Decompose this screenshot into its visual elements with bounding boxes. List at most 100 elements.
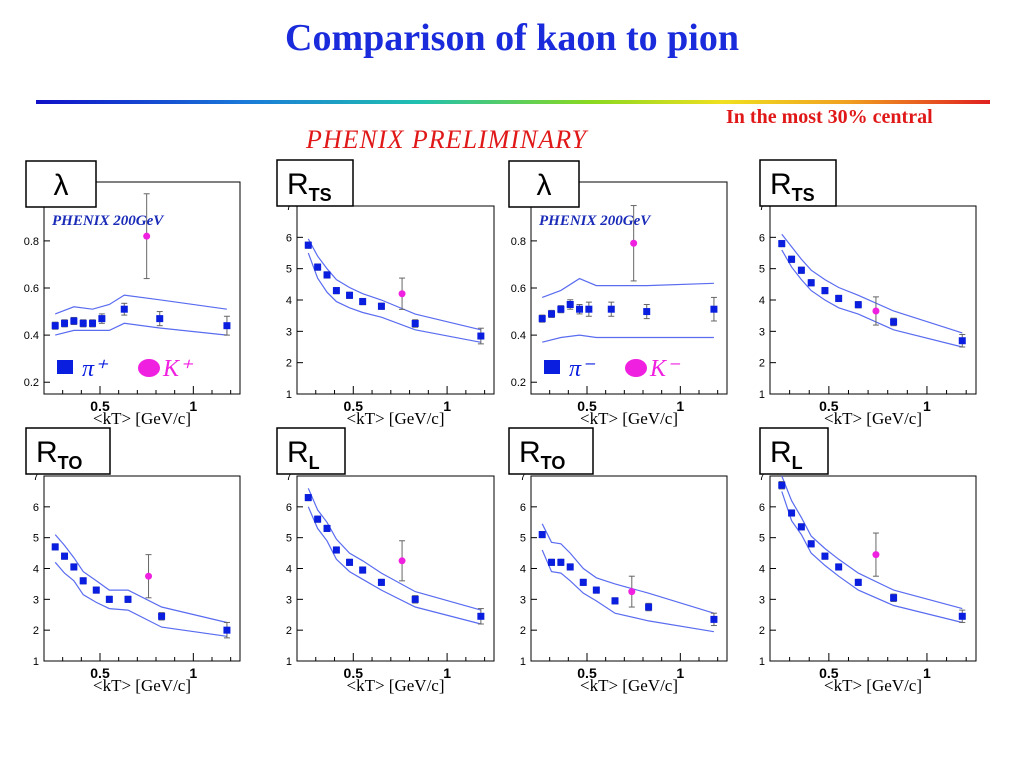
y-tick-label: 0.2 (511, 377, 526, 389)
x-axis-label: <kT> [GeV/c] (580, 409, 678, 428)
y-tick-label: 1 (33, 656, 39, 668)
x-tick-label: 1 (189, 665, 197, 681)
plot-frame (530, 475, 728, 662)
y-tick-label: 2 (520, 625, 526, 637)
pion-point (61, 552, 69, 560)
pion-point (477, 612, 485, 620)
y-tick-label: 1 (759, 656, 765, 668)
x-tick-label: 1 (676, 398, 684, 414)
band-lower-line (541, 549, 714, 633)
x-tick-label: 1 (923, 398, 931, 414)
y-tick-label: 0.2 (24, 377, 39, 389)
plot-frame (296, 205, 495, 395)
y-tick-label: 7 (33, 471, 39, 483)
y-tick-label: 2 (33, 625, 39, 637)
band-upper-line (541, 277, 714, 298)
panel-badge (25, 427, 111, 475)
y-tick-label: 3 (33, 594, 39, 606)
pion-point (477, 332, 485, 340)
band-upper-line (307, 488, 482, 611)
pion-point (70, 563, 78, 571)
x-tick-label: 0.5 (577, 665, 597, 681)
x-axis-label: <kT> [GeV/c] (93, 409, 191, 428)
pion-point (98, 315, 106, 323)
pion-point (566, 300, 574, 308)
pion-point (304, 241, 312, 249)
pion-point (223, 322, 231, 330)
pion-point (92, 586, 100, 594)
y-tick-label: 0.4 (24, 330, 39, 342)
legend-pion-label: π⁻ (569, 356, 596, 382)
y-tick-label: 3 (759, 326, 765, 338)
band-lower-line (781, 249, 963, 348)
band-lower-line (781, 491, 963, 624)
pion-point (223, 626, 231, 634)
pion-point (359, 566, 367, 574)
panel-badge-subscript: L (309, 453, 320, 473)
panel-badge-label: λ (54, 169, 69, 202)
pion-point (854, 578, 862, 586)
x-tick-label: 1 (923, 665, 931, 681)
pion-point (645, 603, 653, 611)
pion-point (835, 294, 843, 302)
pion-point (51, 322, 59, 330)
y-tick-label: 0.8 (511, 236, 526, 248)
y-tick-label: 0.8 (24, 236, 39, 248)
y-tick-label: 7 (286, 471, 292, 483)
x-tick-label: 0.5 (344, 398, 364, 414)
y-tick-label: 0.4 (511, 330, 526, 342)
y-tick-label: 6 (520, 502, 526, 514)
pion-point (821, 287, 829, 295)
pion-point (643, 308, 651, 316)
x-axis-label: <kT> [GeV/c] (824, 409, 922, 428)
pion-point (156, 315, 164, 323)
pion-point (958, 337, 966, 345)
x-axis-label: <kT> [GeV/c] (347, 676, 445, 695)
pion-point (607, 305, 615, 313)
y-tick-label: 3 (286, 594, 292, 606)
panel-badge (276, 159, 354, 207)
pion-point (548, 558, 556, 566)
pion-point (158, 612, 166, 620)
pion-point (332, 546, 340, 554)
y-tick-label: 6 (286, 502, 292, 514)
pion-point (576, 305, 584, 313)
pion-point (61, 319, 69, 327)
x-tick-label: 0.5 (90, 398, 110, 414)
pion-point (538, 315, 546, 323)
legend-kaon-label: K⁻ (649, 356, 681, 382)
y-tick-label: 5 (759, 264, 765, 276)
kaon-point (630, 239, 638, 247)
x-axis-label: <kT> [GeV/c] (824, 676, 922, 695)
panel-badge-subscript: TS (792, 185, 815, 205)
y-tick-label: 1 (759, 389, 765, 401)
pion-point (958, 612, 966, 620)
y-tick-label: 2 (759, 358, 765, 370)
y-tick-label: 4 (286, 564, 292, 576)
pion-point (124, 595, 132, 603)
x-tick-label: 1 (189, 398, 197, 414)
pion-point (79, 319, 87, 327)
pion-point (323, 524, 331, 532)
pion-point (346, 558, 354, 566)
y-tick-label: 3 (759, 594, 765, 606)
pion-point (890, 594, 898, 602)
y-tick-label: 7 (520, 471, 526, 483)
y-tick-label: 3 (286, 326, 292, 338)
band-upper-line (781, 233, 963, 334)
panel-badge (759, 159, 837, 207)
pion-point (807, 279, 815, 287)
y-tick-label: 5 (759, 533, 765, 545)
panel-badge (508, 427, 594, 475)
legend-kaon-marker (625, 359, 647, 377)
kaon-point (398, 557, 406, 565)
pion-point (788, 509, 796, 517)
x-tick-label: 0.5 (819, 665, 839, 681)
pion-point (778, 240, 786, 248)
